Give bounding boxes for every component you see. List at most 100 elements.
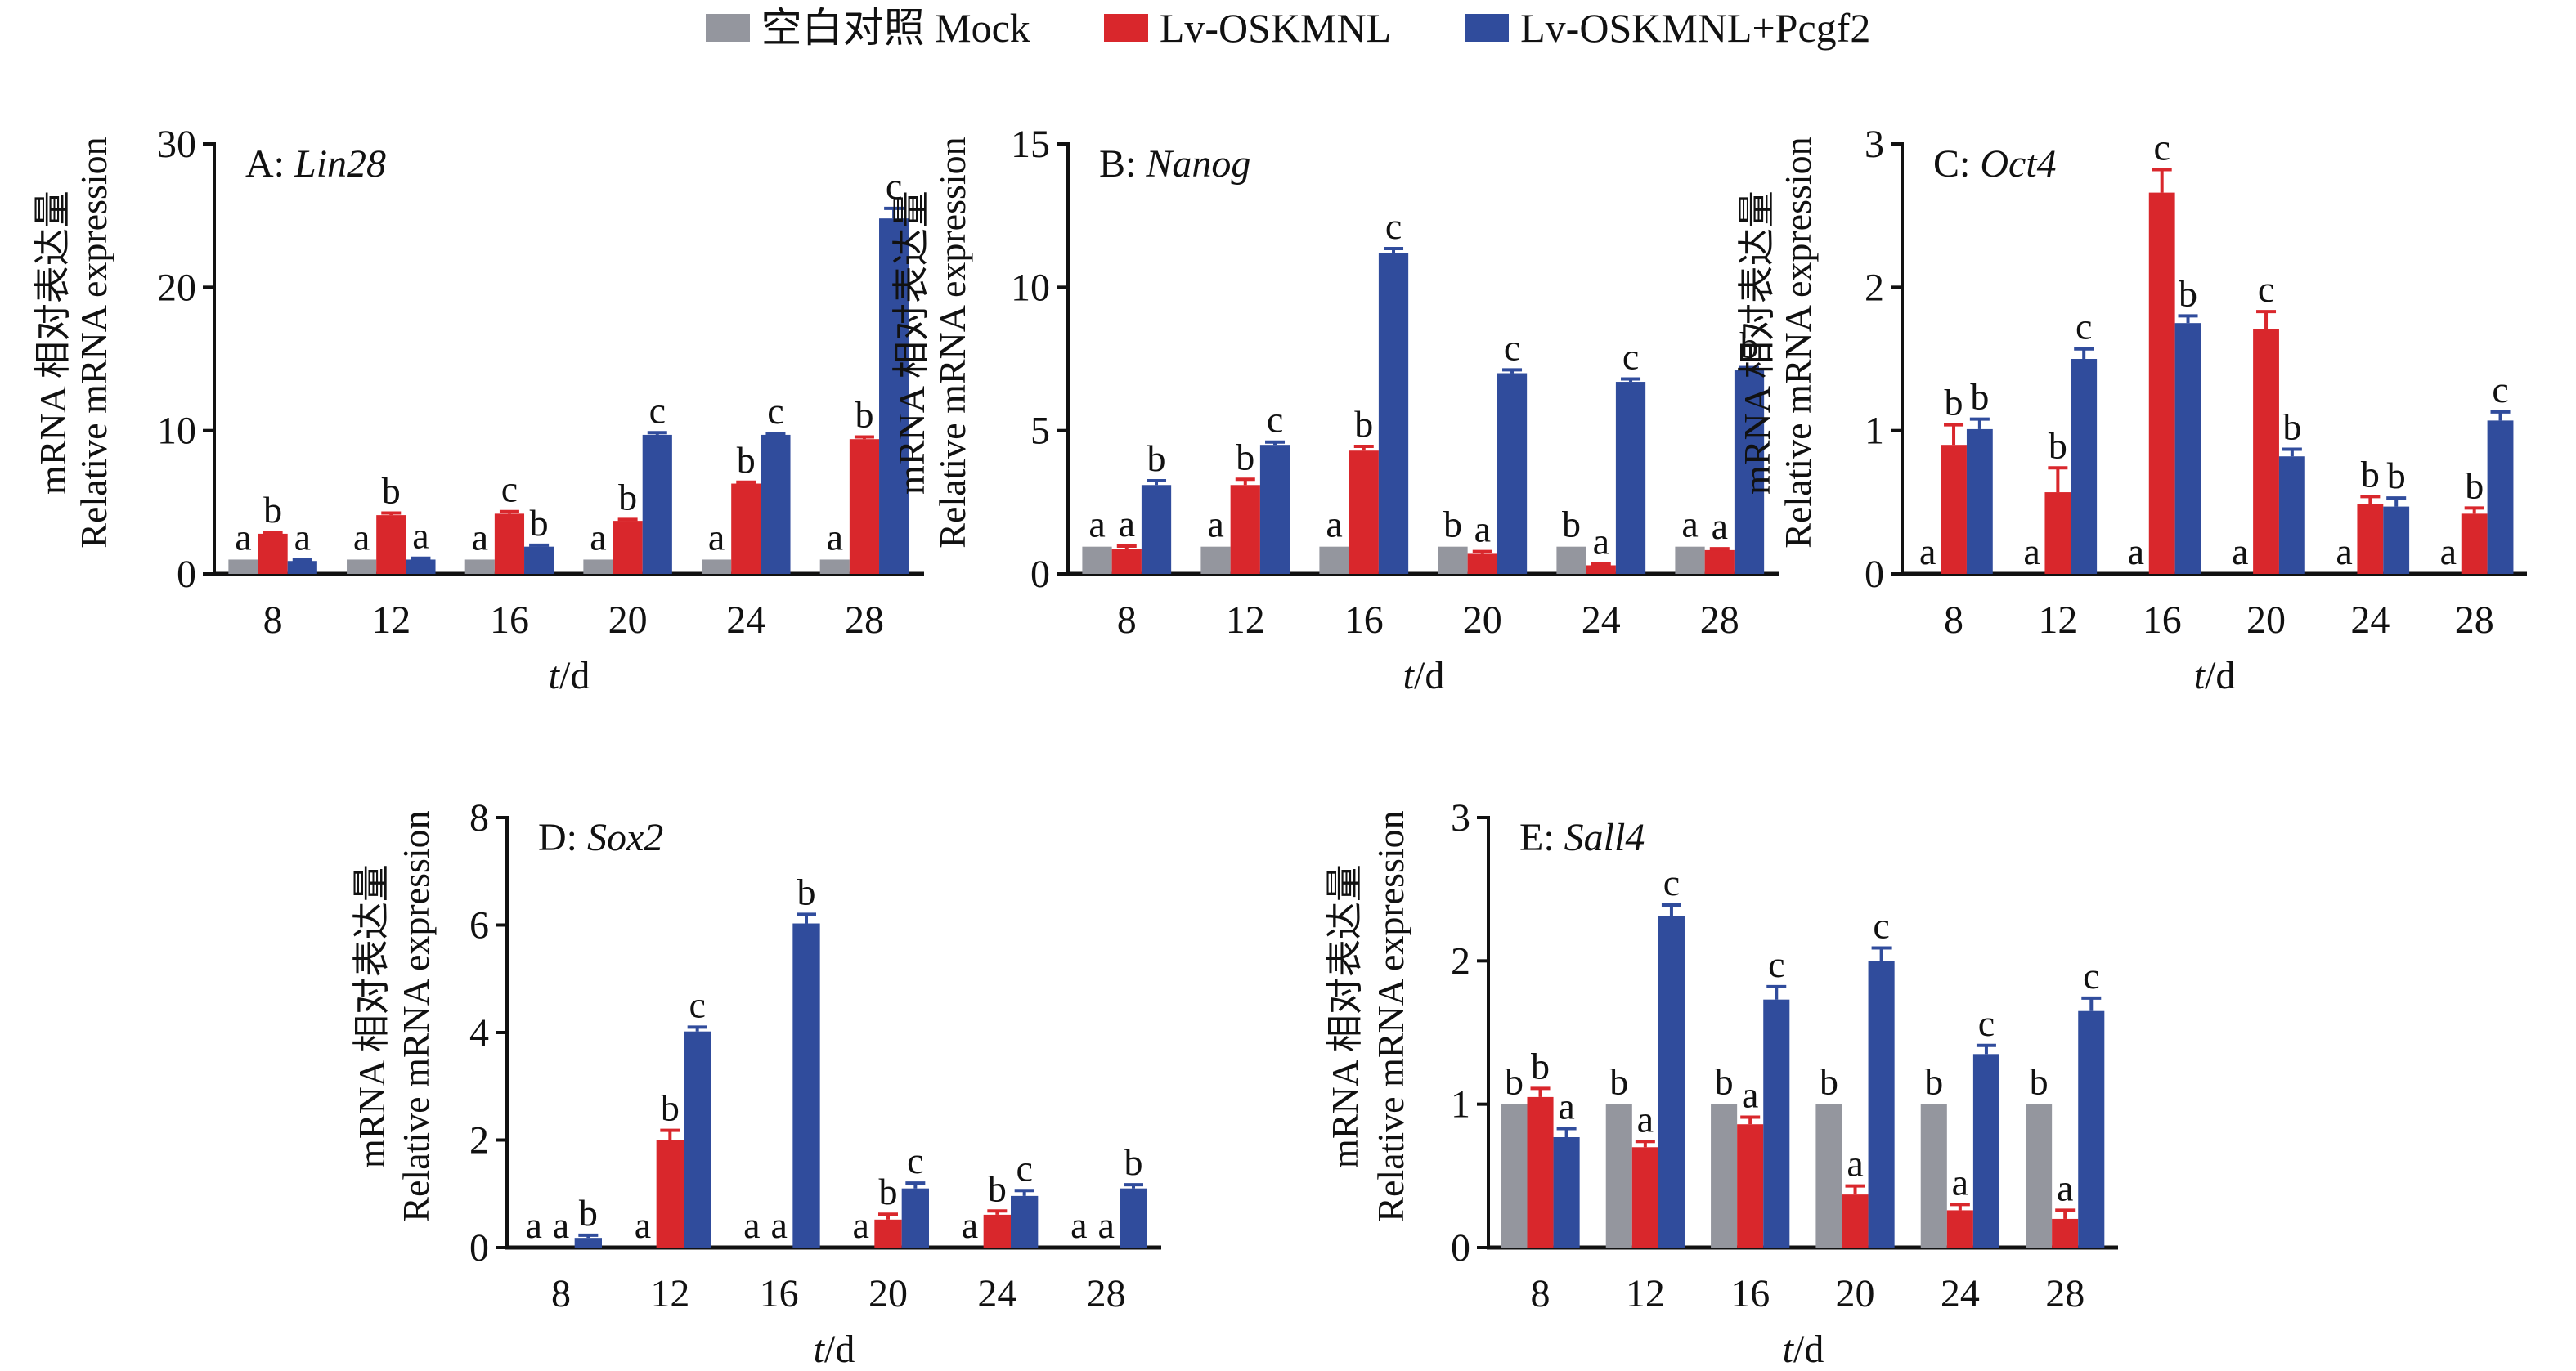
panel-a-title: A: Lin28 (245, 142, 386, 186)
panel-e-significance-letter: c (1978, 1002, 1995, 1044)
panel-c-significance-letter: b (2387, 455, 2406, 496)
panel-a-bar (731, 483, 761, 574)
panel-e-bar (1972, 1054, 1999, 1248)
panel-c-significance-letter: a (2440, 531, 2457, 572)
panel-e-y-tick-label: 1 (1451, 1083, 1470, 1127)
panel-e-bar (1842, 1194, 1869, 1248)
panel-b-significance-letter: a (1712, 505, 1728, 547)
panel-b-significance-letter: a (1088, 504, 1105, 545)
panel-e-x-axis-title-var: t (1783, 1328, 1795, 1371)
panel-d-bar (983, 1214, 1011, 1248)
panel-a-bar (613, 521, 643, 574)
panel-e-significance-letter: b (2030, 1061, 2049, 1103)
panel-b-y-tick-label: 15 (1011, 123, 1050, 166)
panel-d-bar (901, 1188, 929, 1248)
panel-c-x-tick-label: 20 (2246, 598, 2286, 642)
panel-c-title: C: Oct4 (1933, 142, 2057, 186)
legend-swatch-lv-oskmnl-pcgf2 (1465, 14, 1510, 42)
panel-a-x-tick-label: 8 (263, 598, 283, 642)
panel-a-y-tick-label: 0 (177, 553, 196, 596)
panel-b-bar (1230, 485, 1260, 574)
panel-b-bar (1586, 565, 1616, 574)
panel-b-bar (1200, 546, 1231, 574)
panel-b-bar (1556, 546, 1586, 574)
panel-b-bar (1319, 546, 1349, 574)
panel-e-bar (1631, 1147, 1658, 1248)
panel-a-significance-letter: a (827, 516, 843, 558)
panel-a-significance-letter: c (767, 390, 783, 432)
panel-d-significance-letter: b (579, 1192, 598, 1234)
panel-d-significance-letter: a (1070, 1204, 1087, 1246)
panel-a-significance-letter: c (886, 165, 902, 207)
panel-a-bar (406, 559, 436, 574)
panel-c-bar (2174, 323, 2201, 574)
panel-c-x-tick-label: 24 (2350, 598, 2390, 642)
panel-b-significance-letter: c (1267, 399, 1283, 441)
panel-b-bar (1438, 546, 1468, 574)
panel-a-x-axis-title: t/d (549, 654, 590, 697)
panel-a-y-axis-title-cn: mRNA 相对表达量 (32, 190, 74, 495)
panel-a-x-tick-label: 28 (845, 598, 884, 642)
panel-b-significance-letter: b (1740, 325, 1759, 366)
panel-d-significance-letter: b (988, 1167, 1007, 1209)
panel-a-bar (642, 434, 672, 574)
panel-d-bar (1011, 1195, 1039, 1248)
panel-b-significance-letter: a (1119, 503, 1135, 544)
legend: 空白对照 Mock Lv-OSKMNL Lv-OSKMNL+Pcgf2 (0, 3, 2576, 52)
panel-d-title-gene: Sox2 (587, 816, 663, 859)
legend-item-lv-oskmnl-pcgf2: Lv-OSKMNL+Pcgf2 (1465, 3, 1870, 52)
legend-item-mock: 空白对照 Mock (705, 3, 1030, 52)
panel-b-bar (1734, 370, 1765, 574)
panel-d-significance-letter: b (1124, 1141, 1143, 1183)
panel-c-significance-letter: a (2023, 531, 2040, 572)
panel-c-bar (2278, 456, 2305, 574)
panel-e-title: E: Sall4 (1519, 816, 1645, 859)
panel-b-bar (1259, 445, 1290, 574)
panel-e-x-tick-label: 8 (1531, 1272, 1551, 1315)
panel-a-significance-letter: a (708, 516, 725, 558)
panel-e-bar (1763, 999, 1790, 1248)
panel-e-bar (1658, 916, 1685, 1248)
panel-d-significance-letter: b (797, 871, 816, 912)
panel-b-bar (1111, 549, 1142, 574)
panel-c-significance-letter: b (2465, 464, 2484, 506)
panel-d-significance-letter: a (743, 1204, 760, 1246)
panel-b-significance-letter: a (1474, 509, 1491, 550)
panel-e-bar (1868, 961, 1895, 1248)
panel-c-y-axis-title-en: Relative mRNA expression (1777, 137, 1819, 548)
panel-c-x-tick-label: 8 (1944, 598, 1963, 642)
panel-d-y-tick-label: 2 (469, 1119, 489, 1163)
panel-a-bar (347, 559, 377, 574)
panel-e-bar (1711, 1104, 1738, 1248)
panel-e-x-tick-label: 28 (2045, 1272, 2085, 1315)
panel-c-bar (1941, 445, 1967, 574)
panel-a-bar (258, 533, 288, 574)
panel-c-y-tick-label: 0 (1865, 553, 1884, 596)
panel-b-x-tick-label: 8 (1117, 598, 1137, 642)
panel-b-significance-letter: a (1681, 504, 1698, 545)
panel-c-significance-letter: c (2258, 268, 2274, 310)
panel-c-significance-letter: a (2232, 531, 2248, 572)
panel-b-bar (1675, 546, 1705, 574)
panel-d-x-tick-label: 12 (650, 1272, 689, 1315)
panel-d-x-tick-label: 8 (551, 1272, 571, 1315)
panel-b-x-tick-label: 28 (1700, 598, 1739, 642)
panel-b-significance-letter: b (1443, 504, 1462, 545)
panel-a-title-prefix: A: (245, 142, 294, 186)
panel-e-x-tick-label: 20 (1836, 1272, 1875, 1315)
panel-b-y-tick-label: 5 (1030, 410, 1050, 453)
panel-e-significance-letter: a (1952, 1161, 1968, 1203)
panel-a-bar (287, 561, 317, 574)
panel-e-significance-letter: b (1924, 1061, 1943, 1103)
panel-e-significance-letter: c (1663, 862, 1680, 903)
panel-e-x-axis-title: t/d (1783, 1328, 1824, 1371)
panel-c-significance-letter: a (1919, 531, 1936, 572)
panel-a-bar (879, 218, 909, 574)
panel-a-significance-letter: a (590, 516, 606, 558)
panel-e-significance-letter: b (1820, 1061, 1838, 1103)
panel-a-significance-letter: c (649, 389, 666, 431)
panel-e-bar (2078, 1010, 2105, 1248)
panel-c-y-tick-label: 1 (1865, 410, 1884, 453)
panel-b-x-axis-title-var: t (1403, 654, 1416, 697)
panel-a-significance-letter: b (737, 439, 756, 481)
